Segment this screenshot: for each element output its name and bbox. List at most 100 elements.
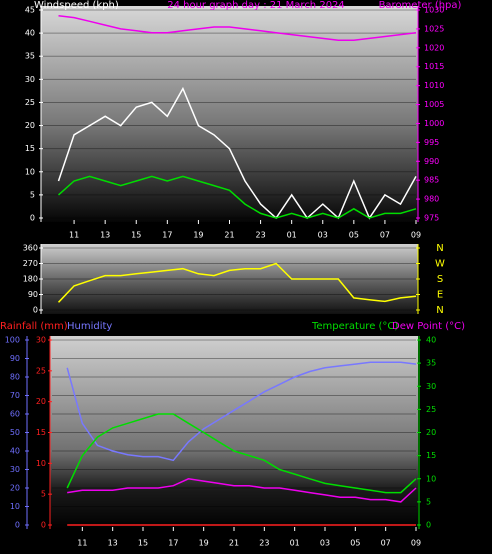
x-tick-label: 03 xyxy=(320,539,330,548)
y3-tick-label: 20 xyxy=(36,397,46,406)
series-line xyxy=(58,175,417,219)
series-line xyxy=(57,262,417,303)
y2-tick-label: 5 xyxy=(426,497,431,506)
y-tick-label: 20 xyxy=(10,484,20,493)
series-line xyxy=(57,86,417,220)
x-tick-label: 07 xyxy=(381,539,391,548)
y3-tick-label: 25 xyxy=(36,366,46,375)
x-tick-label: 21 xyxy=(224,231,234,240)
y2-label: Barometer (hpa) xyxy=(379,0,462,11)
y3-tick-label: 15 xyxy=(36,428,46,437)
y-tick-label: 10 xyxy=(10,502,20,511)
x-tick-label: 01 xyxy=(287,231,297,240)
x-tick-label: 05 xyxy=(349,231,359,240)
y-tick-label: 100 xyxy=(5,336,20,345)
x-tick-label: 15 xyxy=(131,231,141,240)
y2-tick-label: E xyxy=(437,290,443,301)
y-tick-label: 15 xyxy=(25,144,35,153)
series-line xyxy=(67,478,417,503)
y-tick-label: 70 xyxy=(10,391,20,400)
y-tick-label: 60 xyxy=(10,410,20,419)
y2-tick-label: 1000 xyxy=(424,119,444,128)
y2-tick-label: 10 xyxy=(426,474,436,483)
x-tick-label: 05 xyxy=(350,539,360,548)
x-tick-label: 11 xyxy=(77,539,87,548)
x-tick-label: 23 xyxy=(255,231,265,240)
y-tick-label: 360 xyxy=(23,244,38,253)
y-tick-label: 0 xyxy=(15,521,20,530)
y2-tick-label: N xyxy=(436,305,443,316)
y-tick-label: 40 xyxy=(10,447,20,456)
y-tick-label: 30 xyxy=(10,465,20,474)
legend-entry: Dew Point (°C) xyxy=(392,321,465,332)
y-tick-label: 45 xyxy=(25,6,35,15)
y-tick-label: 20 xyxy=(25,121,35,130)
x-tick-label: 19 xyxy=(193,231,203,240)
y2-tick-label: 1030 xyxy=(424,6,444,15)
y2-tick-label: 25 xyxy=(426,405,436,414)
x-tick-label: 09 xyxy=(411,231,421,240)
y2-tick-label: N xyxy=(436,243,443,254)
y3-tick-label: 10 xyxy=(36,459,46,468)
y2-tick-label: 980 xyxy=(424,195,439,204)
y-tick-label: 0 xyxy=(33,306,38,315)
y2-tick-label: 1005 xyxy=(424,100,444,109)
y-tick-label: 50 xyxy=(10,428,20,437)
y2-tick-label: 40 xyxy=(426,336,436,345)
x-tick-label: 21 xyxy=(229,539,239,548)
y2-tick-label: 35 xyxy=(426,359,436,368)
y2-tick-label: 20 xyxy=(426,428,436,437)
y2-tick-label: 1020 xyxy=(424,43,444,52)
y2-tick-label: 1025 xyxy=(424,24,444,33)
y-tick-label: 35 xyxy=(25,52,35,61)
series-line xyxy=(58,14,417,42)
legend-entry: Temperature (°C) xyxy=(311,321,398,332)
x-tick-label: 17 xyxy=(168,539,178,548)
x-tick-label: 13 xyxy=(108,539,118,548)
y-tick-label: 5 xyxy=(30,190,35,199)
y2-tick-label: 995 xyxy=(424,138,439,147)
y3-tick-label: 30 xyxy=(36,336,46,345)
y-label: Windspeed (kph) xyxy=(34,0,119,11)
y-tick-label: 90 xyxy=(10,354,20,363)
y-tick-label: 80 xyxy=(10,373,20,382)
y2-tick-label: 985 xyxy=(424,176,439,185)
x-tick-label: 03 xyxy=(318,231,328,240)
y2-tick-label: 1015 xyxy=(424,62,444,71)
y2-tick-label: 1010 xyxy=(424,81,444,90)
y-tick-label: 0 xyxy=(30,214,35,223)
y-tick-label: 90 xyxy=(28,290,38,299)
y3-tick-label: 0 xyxy=(41,521,46,530)
y-tick-label: 40 xyxy=(25,29,35,38)
y-tick-label: 30 xyxy=(25,75,35,84)
x-tick-label: 19 xyxy=(199,539,209,548)
legend-entry: Humidity xyxy=(67,321,112,332)
y2-tick-label: S xyxy=(437,274,443,285)
y2-tick-label: W xyxy=(435,259,445,270)
y-tick-label: 180 xyxy=(23,275,38,284)
y-tick-label: 10 xyxy=(25,167,35,176)
series-line xyxy=(66,413,417,494)
x-tick-label: 15 xyxy=(138,539,148,548)
x-tick-label: 13 xyxy=(100,231,110,240)
y2-tick-label: 990 xyxy=(424,157,439,166)
x-tick-label: 23 xyxy=(259,539,269,548)
x-tick-label: 01 xyxy=(290,539,300,548)
y2-tick-label: 975 xyxy=(424,214,439,223)
y2-tick-label: 0 xyxy=(426,521,431,530)
y2-tick-label: 15 xyxy=(426,451,436,460)
y-tick-label: 270 xyxy=(23,259,38,268)
plot-background xyxy=(41,244,418,314)
x-tick-label: 11 xyxy=(69,231,79,240)
legend-entry: Rainfall (mm) xyxy=(0,321,68,332)
y-tick-label: 25 xyxy=(25,98,35,107)
x-tick-label: 17 xyxy=(162,231,172,240)
series-line xyxy=(66,361,417,462)
y3-tick-label: 5 xyxy=(41,490,46,499)
x-tick-label: 07 xyxy=(380,231,390,240)
x-tick-label: 09 xyxy=(411,539,421,548)
y2-tick-label: 30 xyxy=(426,382,436,391)
title: 24 hour graph day : 21 March 2024 xyxy=(167,0,345,11)
